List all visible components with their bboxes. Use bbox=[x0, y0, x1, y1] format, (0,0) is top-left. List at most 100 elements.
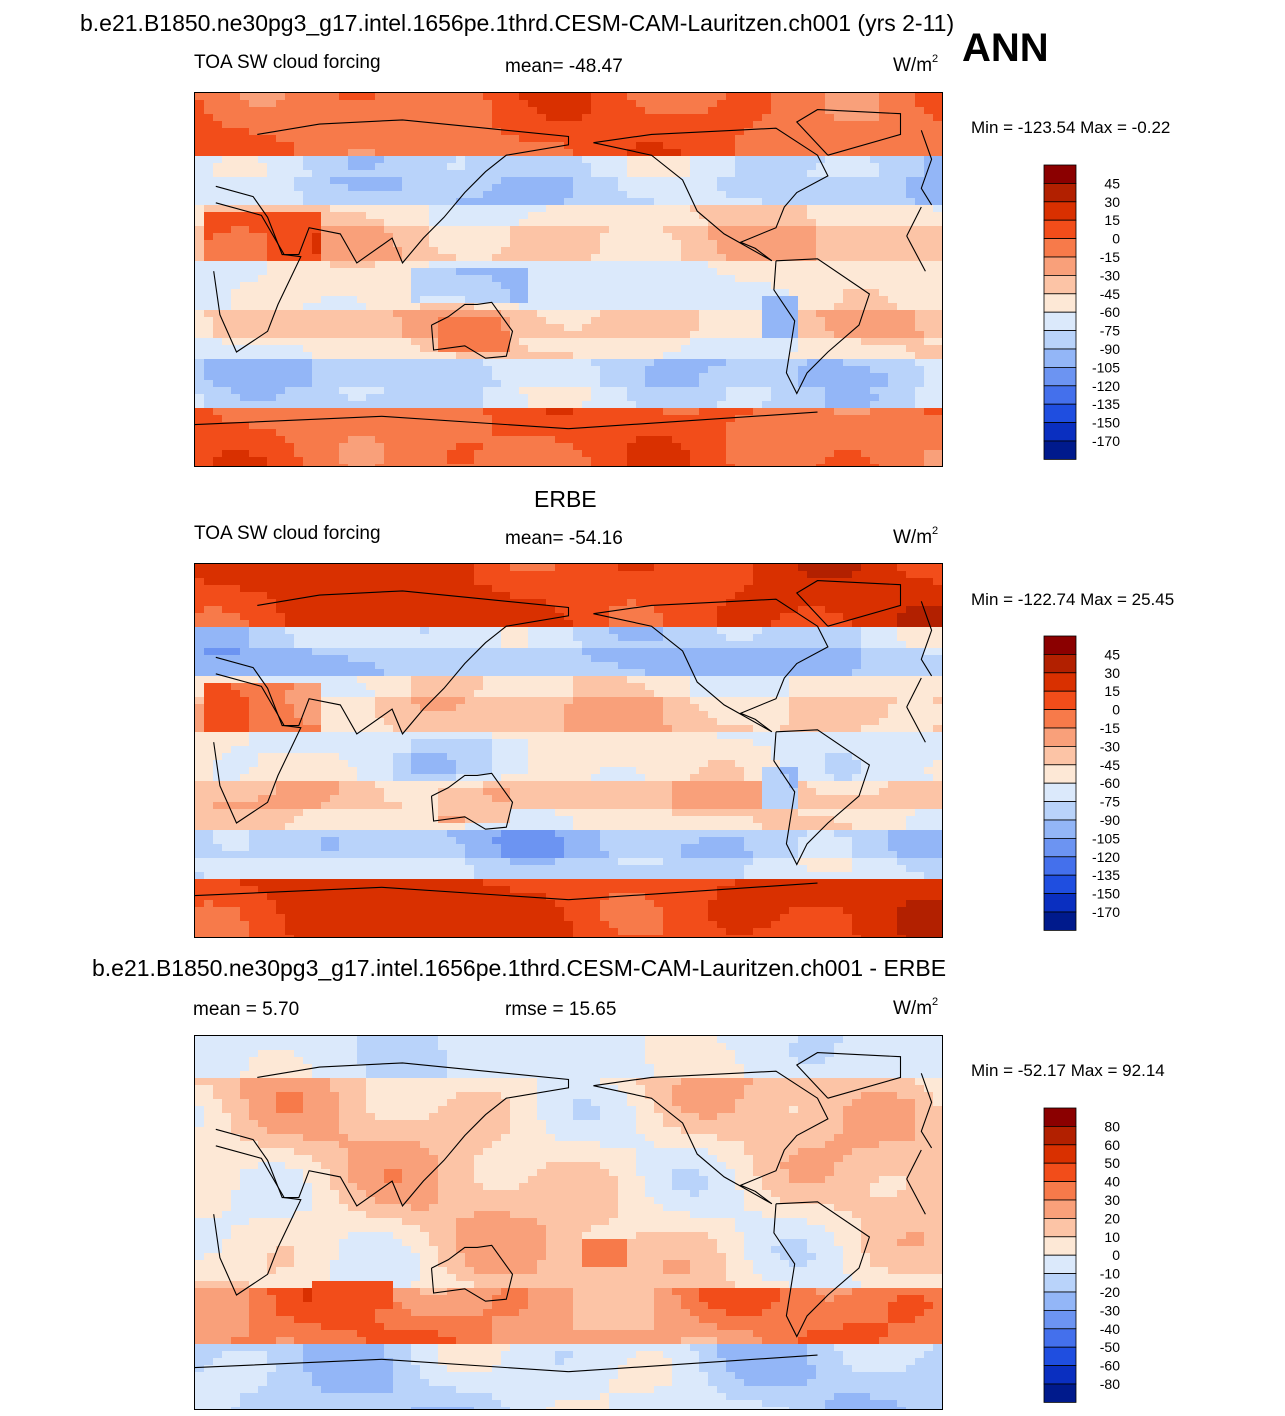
minmax-label: Min = -52.17 Max = 92.14 bbox=[971, 1061, 1165, 1080]
colorbar-swatch bbox=[1043, 311, 1077, 331]
colorbar-tick-label: 30 bbox=[1104, 665, 1120, 681]
colorbar-swatch bbox=[1043, 911, 1077, 931]
coastline bbox=[593, 598, 829, 733]
colorbar-swatch bbox=[1043, 1254, 1077, 1274]
colorbar-obs: 45 30 15 0 -15 -30 -45 -60 -75 -90 -105 -120 -135 -15… bbox=[1043, 635, 1120, 931]
colorbar-tick-label: 60 bbox=[1104, 1137, 1120, 1153]
coastline bbox=[795, 580, 902, 627]
coastline bbox=[906, 706, 926, 743]
panel-heading: ERBE bbox=[534, 486, 597, 512]
minmax-label: Min = -122.74 Max = 25.45 bbox=[971, 590, 1175, 609]
colorbar-swatch bbox=[1043, 1291, 1077, 1311]
colorbar-swatch bbox=[1043, 1107, 1077, 1127]
panel-mean-label: mean= -54.16 bbox=[505, 528, 623, 549]
colorbar-swatch bbox=[1043, 1328, 1077, 1348]
colorbar-swatch bbox=[1043, 275, 1077, 295]
coastline bbox=[430, 1244, 514, 1302]
colorbar-tick-label: -135 bbox=[1092, 867, 1120, 883]
colorbar-tick-label: -150 bbox=[1092, 415, 1120, 431]
colorbar-swatch bbox=[1043, 1144, 1077, 1164]
colorbar-tick-label: 0 bbox=[1112, 702, 1120, 718]
panel-rmse-label: rmse = 15.65 bbox=[505, 999, 617, 1020]
map-diff-field bbox=[195, 1036, 942, 1409]
coastline bbox=[593, 127, 829, 262]
colorbar-swatch bbox=[1043, 1218, 1077, 1238]
colorbar-swatch bbox=[1043, 1365, 1077, 1385]
colorbar-tick-label: -105 bbox=[1092, 359, 1120, 375]
coastline bbox=[906, 1178, 926, 1215]
colorbar-swatch bbox=[1043, 182, 1077, 203]
map-obs-field bbox=[195, 564, 942, 937]
colorbar-tick-label: -15 bbox=[1100, 720, 1120, 736]
colorbar-swatch bbox=[1043, 1346, 1077, 1366]
colorbar-swatch bbox=[1043, 893, 1077, 913]
coastline bbox=[213, 202, 302, 353]
colorbar-tick-label: 45 bbox=[1104, 175, 1120, 191]
season-label: ANN bbox=[962, 26, 1049, 70]
colorbar-tick-label: -30 bbox=[1100, 1302, 1120, 1318]
map-model bbox=[194, 92, 943, 467]
colorbar-tick-label: 50 bbox=[1104, 1155, 1120, 1171]
colorbar-tick-label: 0 bbox=[1112, 1247, 1120, 1263]
colorbar-swatch bbox=[1043, 366, 1077, 387]
colorbar-tick-label: -15 bbox=[1100, 249, 1120, 265]
map-diff bbox=[194, 1035, 943, 1410]
colorbar-swatch bbox=[1043, 653, 1077, 674]
colorbar-tick-label: -45 bbox=[1100, 757, 1120, 773]
colorbar-swatch bbox=[1043, 293, 1077, 313]
colorbar-swatch bbox=[1043, 1236, 1077, 1256]
coastline bbox=[430, 772, 514, 830]
colorbar-tick-label: -60 bbox=[1100, 1358, 1120, 1374]
colorbar-swatch bbox=[1043, 1181, 1077, 1201]
colorbar-swatch bbox=[1043, 764, 1077, 784]
colorbar-swatch bbox=[1043, 201, 1077, 221]
colorbar-swatch bbox=[1043, 1309, 1077, 1330]
colorbar-tick-label: -170 bbox=[1092, 433, 1120, 449]
colorbar-swatch bbox=[1043, 801, 1077, 821]
colorbar-tick-label: 10 bbox=[1104, 1229, 1120, 1245]
colorbar-tick-label: -90 bbox=[1100, 812, 1120, 828]
colorbar-swatch bbox=[1043, 635, 1077, 655]
colorbar-tick-label: -75 bbox=[1100, 794, 1120, 810]
panel-left-label: TOA SW cloud forcing bbox=[194, 523, 381, 544]
colorbar-swatch bbox=[1043, 709, 1077, 729]
colorbar-diff: 80 60 50 40 30 20 10 0 -10 -20 -30 -40 -50 -60 -80 bbox=[1043, 1107, 1120, 1403]
panel-units: W/m2 bbox=[893, 996, 939, 1019]
coastline bbox=[195, 886, 569, 901]
colorbar-swatch bbox=[1043, 1162, 1077, 1183]
coastline bbox=[568, 411, 818, 430]
plot-title: b.e21.B1850.ne30pg3_g17.intel.1656pe.1th… bbox=[80, 10, 955, 36]
colorbar-tick-label: 0 bbox=[1112, 231, 1120, 247]
colorbar-tick-label: -90 bbox=[1100, 341, 1120, 357]
colorbar-swatch bbox=[1043, 1125, 1077, 1146]
coastline bbox=[430, 301, 514, 359]
colorbar-tick-label: -120 bbox=[1092, 378, 1120, 394]
panel-units: W/m2 bbox=[893, 53, 939, 76]
colorbar-tick-label: -60 bbox=[1100, 775, 1120, 791]
colorbar-tick-label: -45 bbox=[1100, 286, 1120, 302]
colorbar-tick-label: -80 bbox=[1100, 1376, 1120, 1392]
colorbar-tick-label: 45 bbox=[1104, 646, 1120, 662]
panel-left-label: TOA SW cloud forcing bbox=[194, 52, 381, 73]
colorbar-tick-label: -30 bbox=[1100, 738, 1120, 754]
colorbar-swatch bbox=[1043, 782, 1077, 802]
colorbar-swatch bbox=[1043, 837, 1077, 858]
colorbar-tick-label: 80 bbox=[1104, 1118, 1120, 1134]
minmax-label: Min = -123.54 Max = -0.22 bbox=[971, 118, 1171, 137]
colorbar-tick-label: -50 bbox=[1100, 1339, 1120, 1355]
colorbar-swatch bbox=[1043, 1273, 1077, 1293]
colorbar-swatch bbox=[1043, 385, 1077, 405]
colorbar-tick-label: -120 bbox=[1092, 849, 1120, 865]
colorbar-tick-label: -105 bbox=[1092, 830, 1120, 846]
colorbar-tick-label: 20 bbox=[1104, 1210, 1120, 1226]
coastline bbox=[906, 677, 922, 708]
colorbar-tick-label: 40 bbox=[1104, 1174, 1120, 1190]
colorbar-swatch bbox=[1043, 348, 1077, 368]
colorbar-tick-label: -20 bbox=[1100, 1284, 1120, 1300]
colorbar-swatch bbox=[1043, 256, 1077, 276]
map-obs bbox=[194, 563, 943, 938]
colorbar-tick-label: -30 bbox=[1100, 267, 1120, 283]
colorbar-swatch bbox=[1043, 219, 1077, 240]
coastline bbox=[195, 415, 569, 430]
colorbar-tick-label: 15 bbox=[1104, 212, 1120, 228]
